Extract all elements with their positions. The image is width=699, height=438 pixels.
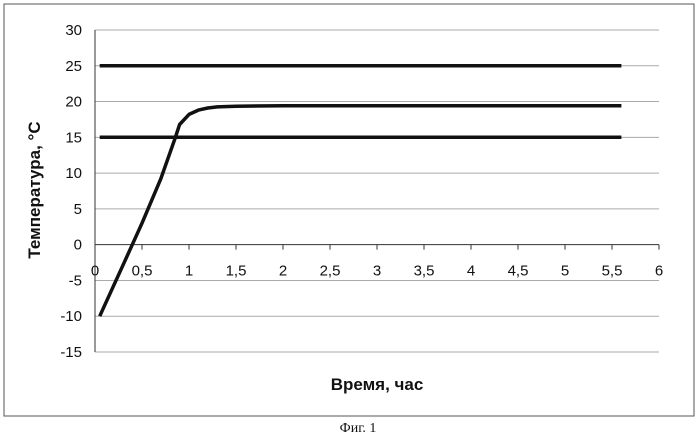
y-tick-label: 10 (65, 165, 82, 182)
x-tick-label: 5 (561, 263, 569, 280)
y-tick-label: 0 (74, 237, 82, 254)
y-tick-label: 20 (65, 94, 82, 111)
y-axis-title: Температура, °С (25, 121, 44, 258)
x-tick-label: 0,5 (132, 263, 153, 280)
series-lines (98, 64, 622, 317)
x-tick-label: 0 (91, 263, 99, 280)
x-tick-label: 1,5 (226, 263, 247, 280)
x-tick-label: 4,5 (508, 263, 529, 280)
x-tick-label: 2,5 (320, 263, 341, 280)
y-tick-label: 5 (74, 201, 82, 218)
chart-frame (3, 3, 695, 417)
x-tick-labels: 0 0,5 1 1,5 2 2,5 3 3,5 4 4,5 5 5,5 6 (91, 244, 663, 280)
x-tick-label: 6 (655, 263, 663, 280)
x-tick-label: 5,5 (602, 263, 623, 280)
x-tick-label: 1 (185, 263, 193, 280)
series-line-3 (98, 104, 622, 317)
y-tick-label: -10 (60, 308, 82, 325)
y-tick-label: -5 (69, 272, 82, 289)
x-tick-label: 2 (279, 263, 287, 280)
x-tick-label: 4 (467, 263, 475, 280)
y-tick-label: -15 (60, 344, 82, 361)
x-tick-label: 3,5 (414, 263, 435, 280)
x-axis-title: Время, час (331, 375, 424, 394)
y-tick-label: 15 (65, 129, 82, 146)
y-tick-label: 30 (65, 22, 82, 39)
y-tick-label: 25 (65, 58, 82, 75)
x-tick-label: 3 (373, 263, 381, 280)
y-tick-labels: 30 25 20 15 10 5 0 -5 -10 -15 (60, 22, 82, 361)
grid-lines (95, 29, 659, 353)
figure-caption: Фиг. 1 (340, 421, 377, 436)
